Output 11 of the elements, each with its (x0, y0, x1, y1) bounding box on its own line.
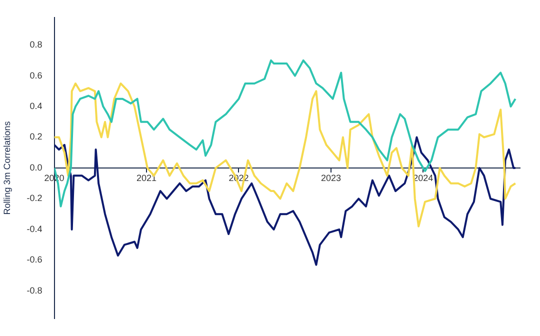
y-tick-label: 0.8 (30, 40, 42, 50)
y-tick-label: -0.8 (26, 285, 42, 296)
y-tick-label: -0.6 (26, 254, 42, 265)
y-tick-label: 0.2 (30, 132, 42, 142)
y-tick-label: 0.0 (30, 162, 42, 172)
x-tick-label: 2023 (320, 172, 341, 183)
y-tick-label: 0.4 (30, 101, 42, 112)
y-tick-label: -0.4 (26, 224, 42, 234)
y-axis-title: Rolling 3m Correlations (2, 120, 12, 215)
y-tick-label: -0.2 (26, 193, 42, 204)
y-tick-label: 0.6 (30, 70, 42, 80)
